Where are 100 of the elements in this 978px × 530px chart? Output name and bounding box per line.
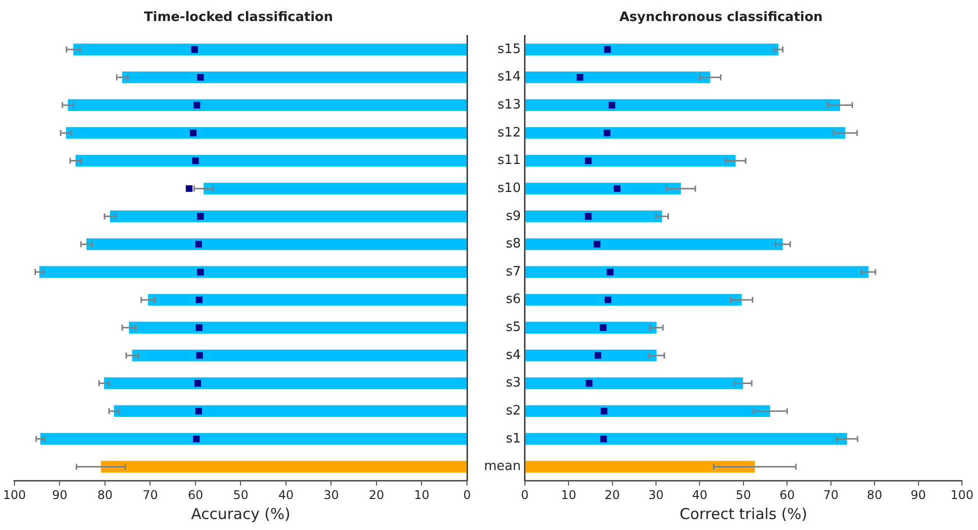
x-tick-label: 30: [324, 488, 339, 502]
x-tick-label: 80: [97, 488, 113, 502]
bar: [104, 377, 466, 390]
point: [196, 296, 202, 304]
x-tick-label: 90: [910, 488, 926, 502]
point: [195, 240, 202, 248]
bar: [525, 71, 710, 84]
point: [594, 352, 602, 359]
chart-title: Time-locked classification: [144, 10, 333, 26]
point: [195, 408, 202, 414]
bar: [525, 266, 868, 278]
y-tick-label: s6: [506, 292, 521, 308]
bar: [122, 71, 466, 84]
x-axis-title: Correct trials (%): [680, 504, 808, 523]
y-tick-label: s8: [506, 236, 521, 252]
point: [576, 74, 584, 81]
point: [604, 46, 611, 53]
point: [586, 380, 592, 387]
x-tick-label: 20: [604, 488, 620, 502]
x-tick-label: 10: [560, 488, 576, 502]
bar: [525, 127, 846, 139]
bar: [100, 460, 466, 473]
point: [197, 213, 204, 220]
point: [600, 436, 607, 442]
bar: [114, 405, 466, 417]
x-tick-label: 100: [950, 488, 974, 502]
y-tick-label: s3: [506, 376, 521, 391]
y-tick-label: s15: [498, 42, 521, 57]
point: [197, 74, 204, 81]
point: [584, 157, 592, 164]
bar: [132, 350, 466, 362]
bar: [39, 266, 466, 278]
point: [190, 130, 197, 136]
point: [194, 102, 200, 108]
point: [191, 46, 198, 53]
bar: [68, 99, 466, 111]
point: [604, 296, 612, 304]
y-tick-label: s5: [506, 320, 521, 336]
point: [608, 102, 616, 108]
bar: [525, 460, 755, 473]
bar: [525, 322, 656, 334]
bar: [86, 238, 466, 250]
x-tick-label: 50: [233, 488, 248, 502]
point: [196, 324, 202, 331]
x-tick-label: 20: [368, 488, 384, 502]
x-tick-label: 60: [780, 488, 795, 502]
y-tick-label: s11: [498, 153, 521, 168]
x-tick-label: 80: [866, 488, 882, 502]
bar: [525, 154, 736, 167]
bar: [525, 377, 743, 390]
x-tick-label: 40: [692, 488, 708, 502]
point: [604, 130, 610, 136]
bar: [525, 433, 848, 445]
y-tick-label: s14: [498, 70, 521, 85]
point: [186, 185, 192, 192]
bar: [66, 127, 466, 139]
point: [194, 380, 202, 387]
y-tick-label: s7: [506, 264, 521, 280]
bar: [128, 322, 466, 334]
y-tick-label: mean: [484, 459, 521, 474]
y-tick-label: s12: [498, 125, 521, 140]
x-tick-label: 30: [648, 488, 664, 502]
x-tick-label: 100: [3, 488, 26, 502]
y-tick-label: s9: [506, 208, 521, 224]
point: [594, 240, 600, 248]
bar: [525, 210, 662, 222]
x-tick-label: 0: [521, 488, 529, 502]
bar: [204, 182, 466, 194]
bar: [148, 294, 466, 306]
chart-title: Asynchronous classification: [619, 10, 823, 26]
y-tick-label: s2: [506, 403, 521, 418]
x-tick-label: 90: [52, 488, 68, 502]
x-axis-title: Accuracy (%): [191, 504, 290, 523]
bar: [525, 44, 778, 56]
bar: [525, 238, 783, 250]
bar: [525, 99, 840, 111]
point: [197, 268, 204, 276]
x-tick-label: 70: [823, 488, 838, 502]
point: [614, 185, 620, 192]
point: [193, 436, 200, 442]
x-tick-label: 50: [736, 488, 752, 502]
bar: [110, 210, 466, 222]
bar: [73, 44, 466, 56]
point: [606, 268, 614, 276]
y-tick-label: s4: [506, 348, 521, 363]
point: [196, 352, 203, 359]
point: [192, 157, 199, 164]
x-tick-label: 10: [414, 488, 430, 502]
y-tick-label: s13: [498, 98, 521, 113]
bar: [40, 433, 466, 445]
x-tick-label: 60: [188, 488, 204, 502]
point: [600, 408, 608, 414]
bar: [76, 154, 466, 167]
y-tick-label: s1: [506, 431, 521, 446]
y-tick-label: s10: [498, 180, 521, 196]
point: [600, 324, 606, 331]
x-tick-label: 40: [278, 488, 294, 502]
x-tick-label: 70: [142, 488, 158, 502]
bar: [525, 405, 770, 417]
bar: [525, 182, 681, 194]
